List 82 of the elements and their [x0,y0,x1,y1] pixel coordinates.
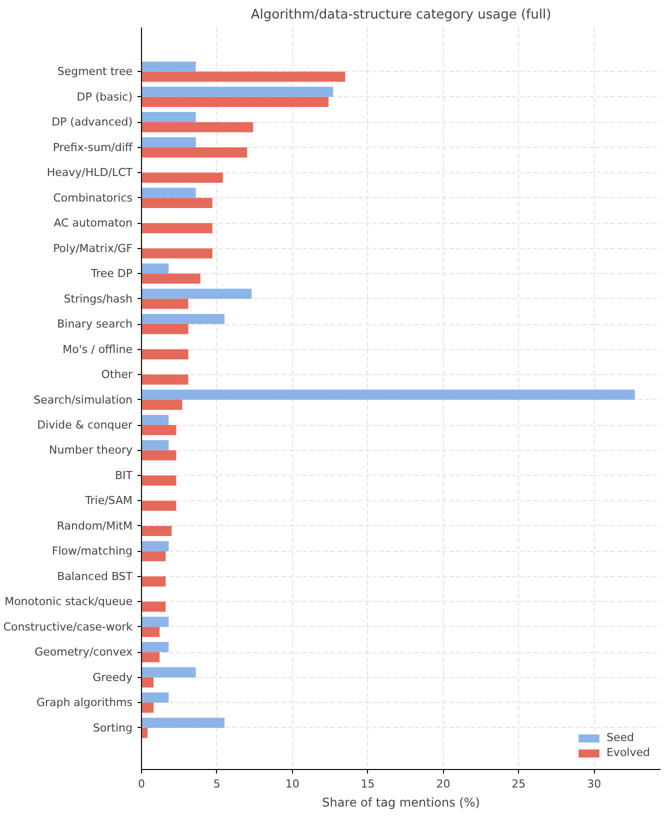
bar [142,526,172,536]
y-tick-label: Trie/SAM [84,494,132,508]
bar [142,198,212,208]
bar [142,263,169,274]
y-tick-label: Geometry/convex [34,646,133,659]
bar [142,72,346,82]
bar [142,718,224,728]
x-tick-label: 5 [213,778,220,790]
bar [142,390,635,400]
y-tick-label: Segment tree [57,65,133,78]
bar [142,62,196,72]
bar [142,172,223,183]
bar [142,122,254,132]
y-tick-label: Random/MitM [56,519,133,532]
bar [142,374,188,385]
x-tick-label: 0 [138,778,145,790]
y-tick-label: Monotonic stack/queue [4,595,133,608]
y-tick-label: DP (basic) [76,90,133,104]
y-tick-label: Heavy/HLD/LCT [46,166,133,180]
x-tick-label: 10 [285,778,300,790]
y-tick-label: Balanced BST [57,570,133,583]
bar [142,642,169,652]
x-axis-title: Share of tag mentions (%) [322,796,480,810]
bar [142,137,196,148]
bar [142,576,166,587]
bar [142,475,176,486]
y-tick-label: Sorting [92,721,133,734]
y-tick-label: Number theory [49,444,133,457]
bar [142,677,154,688]
bar [142,188,196,198]
y-tick-label: Prefix-sum/diff [52,140,133,154]
bar [142,626,160,637]
y-tick-label: DP (advanced) [52,116,133,129]
y-tick-label: Strings/hash [64,292,133,306]
legend-label: Seed [606,731,634,744]
y-tick-label: Mo's / offline [62,342,133,356]
y-tick-label: Constructive/case-work [3,620,134,634]
bar [142,616,169,627]
y-tick-label: Poly/Matrix/GF [53,242,133,255]
y-tick-label: AC automaton [54,216,133,230]
bar [142,728,148,738]
bar [142,692,169,703]
bar [142,702,154,713]
y-tick-label: Combinatorics [53,191,133,204]
bar [142,112,196,122]
bar [142,86,334,97]
y-tick-label: Flow/matching [52,544,133,558]
bar [142,223,212,234]
bar [142,602,166,612]
y-tick-label: Graph algorithms [36,696,133,710]
bar [142,541,169,552]
bar [142,288,252,299]
x-tick-label: 15 [360,778,375,790]
bar [142,500,176,511]
y-tick-label: BIT [114,468,133,482]
bar [142,400,182,410]
bar [142,314,224,324]
x-tick-label: 25 [512,778,526,790]
bar [142,440,169,450]
legend-label: Evolved [606,746,650,759]
chart-title: Algorithm/data-structure category usage (full) [250,8,552,22]
bar [142,450,176,460]
bar [142,324,188,334]
bar [142,248,212,258]
y-tick-label: Greedy [92,670,133,684]
bar [142,667,196,678]
bar [142,349,188,360]
bar [142,147,248,158]
x-tick-label: 30 [587,778,602,790]
y-tick-label: Other [101,368,133,382]
bar [142,425,176,436]
bar [142,298,188,309]
bar [142,652,160,662]
y-tick-label: Tree DP [90,267,133,280]
y-tick-label: Divide & conquer [37,418,133,432]
y-tick-label: Binary search [57,318,133,331]
y-tick-label: Search/simulation [34,393,133,406]
bar [142,414,169,425]
bar [142,274,200,284]
bar [142,96,329,107]
bar [142,551,166,562]
x-tick-label: 20 [436,778,450,790]
